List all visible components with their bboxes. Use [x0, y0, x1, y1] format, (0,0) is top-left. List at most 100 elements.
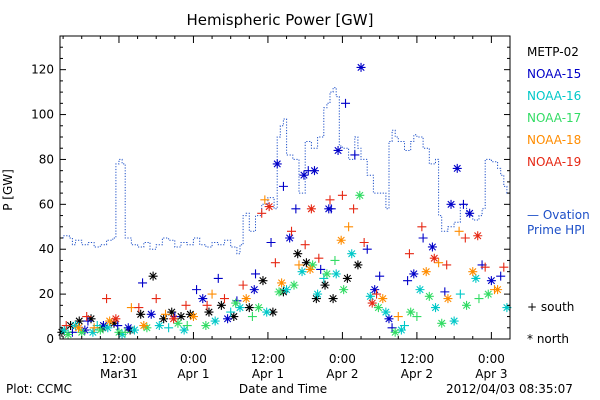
data-point-noaa-15-north — [427, 242, 437, 252]
data-point-noaa-15-north — [333, 145, 343, 155]
data-point-noaa-17-south — [247, 312, 257, 322]
data-point-noaa-15-north — [98, 321, 108, 331]
data-point-metp-02-north — [136, 309, 146, 319]
data-point-noaa-16-north — [179, 325, 189, 335]
data-point-noaa-16-north — [471, 273, 481, 283]
x-tick-time: 0:00 — [478, 352, 505, 366]
x-tick-date: Apr 3 — [475, 367, 507, 381]
data-point-noaa-17-north — [373, 303, 383, 313]
data-point-noaa-17-north — [95, 325, 105, 335]
data-point-noaa-19-south — [404, 249, 414, 259]
data-point-noaa-18-south — [294, 260, 304, 270]
legend-entry-noaa-15: NOAA-15 — [527, 67, 581, 81]
data-point-noaa-15-north — [80, 325, 90, 335]
data-point-noaa-16-south — [226, 307, 236, 317]
data-point-noaa-18-north — [241, 294, 251, 304]
data-point-metp-02-north — [167, 307, 177, 317]
data-point-metp-02-north — [311, 294, 321, 304]
ovation-series — [60, 87, 511, 255]
data-point-noaa-17-north — [231, 298, 241, 308]
y-tick-label: 100 — [31, 108, 54, 122]
data-point-noaa-16-north — [347, 249, 357, 259]
y-tick-label: 40 — [39, 242, 54, 256]
data-point-noaa-15-south — [341, 98, 351, 108]
data-point-noaa-19-south — [202, 300, 212, 310]
data-point-noaa-19-south — [257, 208, 267, 218]
data-point-noaa-18-north — [378, 294, 388, 304]
legend-entry-noaa-18: NOAA-18 — [527, 133, 581, 147]
data-point-noaa-19-south — [219, 294, 229, 304]
data-point-noaa-16-north — [396, 325, 406, 335]
data-point-noaa-18-north — [277, 278, 287, 288]
x-tick-time: 12:00 — [400, 352, 435, 366]
data-point-noaa-15-south — [251, 269, 261, 279]
data-point-noaa-15-south — [316, 264, 326, 274]
data-point-noaa-16-south — [399, 321, 409, 331]
data-point-metp-02-north — [229, 312, 239, 322]
data-point-noaa-16-north — [103, 323, 113, 333]
data-point-noaa-18-south — [161, 309, 171, 319]
data-point-noaa-17-north — [289, 280, 299, 290]
data-point-noaa-15-north — [146, 309, 156, 319]
data-point-noaa-19-south — [134, 303, 144, 313]
data-point-noaa-17-north — [339, 285, 349, 295]
data-point-noaa-15-south — [278, 181, 288, 191]
data-point-noaa-16-south — [455, 289, 465, 299]
data-point-noaa-17-north — [173, 318, 183, 328]
data-point-noaa-15-north — [370, 285, 380, 295]
data-point-noaa-19-south — [480, 262, 490, 272]
data-point-noaa-18-south — [434, 258, 444, 268]
data-point-noaa-15-north — [223, 314, 233, 324]
data-point-noaa-18-south — [344, 222, 354, 232]
data-point-noaa-15-north — [452, 163, 462, 173]
data-point-noaa-17-north — [437, 318, 447, 328]
data-point-noaa-19-south — [82, 312, 92, 322]
data-point-noaa-17-north — [322, 269, 332, 279]
ovation-legend-line2: Prime HPI — [527, 223, 585, 237]
x-tick-date: Mar31 — [100, 367, 138, 381]
data-point-noaa-17-north — [462, 300, 472, 310]
data-point-noaa-16-north — [117, 330, 127, 340]
data-point-noaa-16-north — [297, 267, 307, 277]
y-tick-label: 80 — [39, 152, 54, 166]
data-point-noaa-16-north — [129, 325, 139, 335]
data-point-noaa-16-north — [88, 327, 98, 337]
legend: METP-02 NOAA-15 NOAA-16 NOAA-17 NOAA-18 NOAA-… — [527, 45, 581, 169]
plot-frame — [59, 35, 511, 340]
x-tick-time: 12:00 — [251, 352, 286, 366]
data-point-noaa-15-south — [113, 321, 123, 331]
data-point-metp-02-north — [293, 249, 303, 259]
data-point-noaa-19-south — [359, 237, 369, 247]
data-point-noaa-18-south — [260, 195, 270, 205]
data-point-noaa-17-south — [182, 321, 192, 331]
x-tick-date: Apr 1 — [252, 367, 284, 381]
data-point-noaa-19-south — [337, 190, 347, 200]
data-point-metp-02-north — [185, 309, 195, 319]
data-point-noaa-15-south — [213, 273, 223, 283]
data-point-metp-02-north — [320, 280, 330, 290]
x-tick-time: 0:00 — [329, 352, 356, 366]
data-point-noaa-19-south — [349, 204, 359, 214]
data-point-noaa-15-north — [198, 294, 208, 304]
data-point-noaa-17-south — [330, 255, 340, 265]
data-point-noaa-15-south — [403, 276, 413, 286]
legend-entry-noaa-16: NOAA-16 — [527, 89, 581, 103]
data-point-noaa-17-south — [412, 312, 422, 322]
data-point-noaa-17-south — [120, 327, 130, 337]
legend-entry-noaa-17: NOAA-17 — [527, 111, 581, 125]
data-point-metp-02-north — [159, 314, 169, 324]
data-point-metp-02-north — [353, 260, 363, 270]
data-point-noaa-15-south — [83, 316, 93, 326]
data-point-noaa-16-north — [71, 321, 81, 331]
data-point-noaa-17-north — [390, 327, 400, 337]
data-point-metp-02-north — [328, 294, 338, 304]
data-point-noaa-18-south — [89, 323, 99, 333]
ovation-legend-line1: — Ovation — [527, 208, 590, 222]
marker-key-north: * north — [527, 332, 569, 346]
data-point-noaa-16-north — [431, 303, 441, 313]
data-point-noaa-18-north — [139, 321, 149, 331]
data-point-noaa-15-north — [123, 323, 133, 333]
data-point-noaa-18-north — [421, 267, 431, 277]
data-point-noaa-19-south — [151, 294, 161, 304]
y-axis: 0 20 40 60 80 100 120 — [31, 46, 510, 346]
